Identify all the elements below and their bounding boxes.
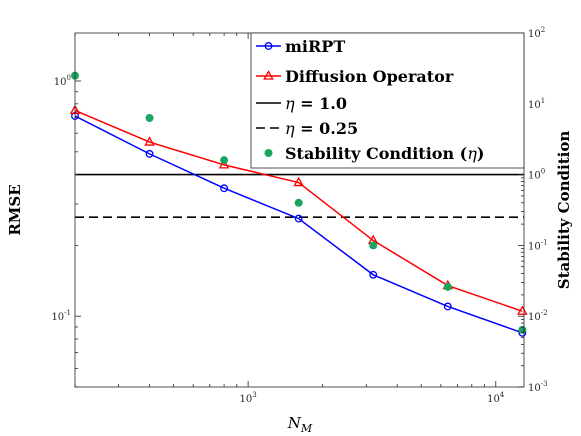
- legend-ref-value-2: = 0.25: [295, 119, 359, 138]
- series-1-point-5: [369, 270, 378, 279]
- y-axis-label-left: RMSE: [6, 184, 24, 235]
- series-3-point-4: [294, 198, 303, 207]
- series-1-point-4: [294, 214, 303, 223]
- y-right-tick-label-5-base: 10: [528, 100, 541, 111]
- x-tick-label-2: 104: [487, 391, 505, 405]
- x-tick-label-2-base: 10: [487, 394, 500, 405]
- y-left-tick-label-1: 10-1: [51, 309, 71, 323]
- y-left-tick-label-2: 100: [54, 74, 71, 88]
- x-axis-label-main: N: [287, 414, 302, 432]
- y-right-tick-label-3-exp: -1: [541, 238, 548, 246]
- legend-label-3: Stability Condition (η): [285, 144, 484, 163]
- x-axis-label: NM: [287, 414, 313, 435]
- y-right-tick-label-6-exp: 2: [541, 26, 545, 34]
- data-layer: [69, 71, 528, 337]
- x-tick-label-1-exp: 3: [252, 391, 256, 399]
- y-right-tick-label-2: 10-2: [528, 309, 548, 323]
- legend-box: [250, 32, 525, 169]
- y-right-tick-label-4-base: 10: [528, 171, 541, 182]
- legend-label-2: Diffusion Operator: [285, 67, 454, 86]
- y-right-tick-label-1: 10-3: [528, 380, 548, 394]
- y-left-tick-label-1-base: 10: [51, 312, 64, 323]
- series-1-point-3: [220, 184, 229, 193]
- y-right-tick-label-5: 101: [528, 97, 545, 111]
- legend-ref-value-1: = 1.0: [295, 94, 347, 113]
- series-3-point-6: [443, 282, 452, 291]
- y-right-tick-label-4-exp: 0: [541, 168, 545, 176]
- series-line-1: [74, 115, 523, 334]
- y-right-tick-label-1-exp: -3: [541, 380, 548, 388]
- series-3-point-2: [145, 114, 154, 123]
- y-right-tick-label-6-base: 10: [528, 29, 541, 40]
- y-left-tick-label-2-exp: 0: [67, 74, 71, 82]
- legend-swatch-marker-2: [263, 70, 274, 80]
- y-right-tick-label-2-base: 10: [528, 312, 541, 323]
- legend-ref-symbol-1: η: [285, 94, 295, 113]
- series-2-point-2: [144, 136, 155, 146]
- y-axis-label-right: Stability Condition: [555, 131, 573, 290]
- series-3-point-3: [220, 156, 229, 165]
- y-right-tick-label-3-base: 10: [528, 241, 541, 252]
- series-2-point-3: [218, 159, 230, 169]
- x-axis-label-sub: M: [300, 422, 313, 435]
- legend-label-3-prefix: Stability Condition (: [285, 144, 467, 163]
- y-right-tick-label-4: 100: [528, 168, 545, 182]
- series-2-point-7: [517, 305, 528, 315]
- legend-swatch-marker-3: [264, 149, 273, 157]
- legend-label-3-symbol: η: [467, 144, 477, 163]
- y-right-tick-label-2-exp: -2: [541, 309, 548, 317]
- legend-ref-symbol-2: η: [285, 119, 295, 138]
- y-right-tick-label-3: 10-1: [528, 238, 548, 252]
- series-3-point-5: [369, 241, 378, 250]
- y-right-tick-label-6: 102: [528, 26, 545, 40]
- y-left-tick-label-2-base: 10: [54, 77, 67, 88]
- legend-label-3-suffix: ): [477, 144, 485, 163]
- x-tick-label-1-base: 10: [240, 394, 253, 405]
- series-2-point-4: [293, 176, 304, 187]
- x-tick-label-2-exp: 4: [500, 391, 505, 399]
- legend-ref-label-2: η = 0.25: [285, 119, 358, 138]
- legend-ref-label-1: η = 1.0: [285, 94, 347, 113]
- x-tick-label-1: 103: [240, 391, 257, 405]
- series-1-point-2: [145, 149, 154, 158]
- y-left-tick-label-1-exp: -1: [64, 309, 71, 317]
- legend-swatch-marker-1: [264, 42, 273, 50]
- y-right-tick-label-5-exp: 1: [541, 97, 545, 105]
- legend-label-1: miRPT: [285, 37, 345, 56]
- series-1-point-6: [443, 302, 452, 311]
- y-right-tick-label-1-base: 10: [528, 383, 541, 394]
